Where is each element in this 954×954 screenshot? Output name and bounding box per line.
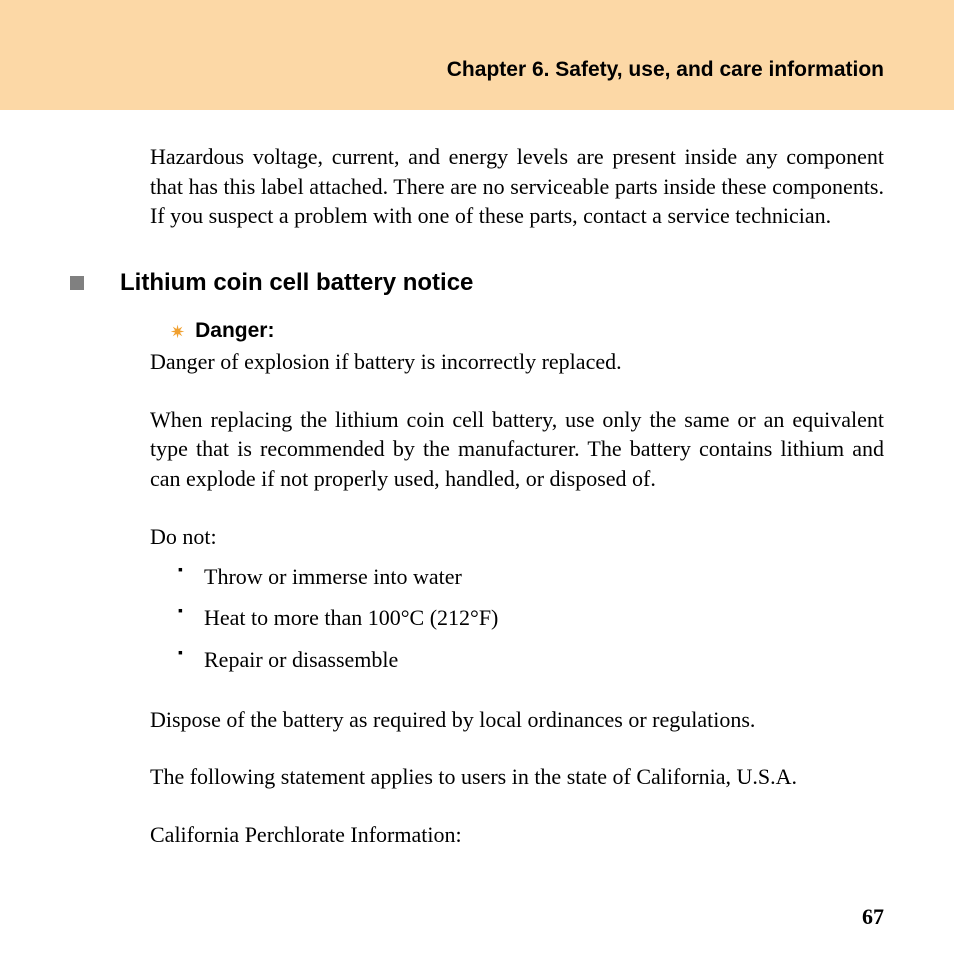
chapter-title: Chapter 6. Safety, use, and care informa… [447,58,884,82]
danger-label-row: ✷ Danger: [170,319,884,343]
dispose-paragraph: Dispose of the battery as required by lo… [150,705,884,735]
replace-paragraph: When replacing the lithium coin cell bat… [150,405,884,494]
list-item: Repair or disassemble [178,645,884,675]
header-band: Chapter 6. Safety, use, and care informa… [0,0,954,110]
danger-line: Danger of explosion if battery is incorr… [150,347,884,377]
list-item: Heat to more than 100°C (212°F) [178,603,884,633]
content-area: Hazardous voltage, current, and energy l… [0,110,954,850]
danger-star-icon: ✷ [170,323,185,341]
list-item: Throw or immerse into water [178,562,884,592]
intro-paragraph: Hazardous voltage, current, and energy l… [150,142,884,231]
california-paragraph: The following statement applies to users… [150,762,884,792]
do-not-list: Throw or immerse into water Heat to more… [178,562,884,675]
page: Chapter 6. Safety, use, and care informa… [0,0,954,954]
section-heading-row: Lithium coin cell battery notice [70,269,884,297]
section-heading: Lithium coin cell battery notice [120,269,473,297]
do-not-label: Do not: [150,522,884,552]
page-number: 67 [862,904,884,930]
section-body: ✷ Danger: Danger of explosion if battery… [150,319,884,850]
danger-label: Danger: [195,319,274,343]
perchlorate-paragraph: California Perchlorate Information: [150,820,884,850]
square-bullet-icon [70,276,84,290]
